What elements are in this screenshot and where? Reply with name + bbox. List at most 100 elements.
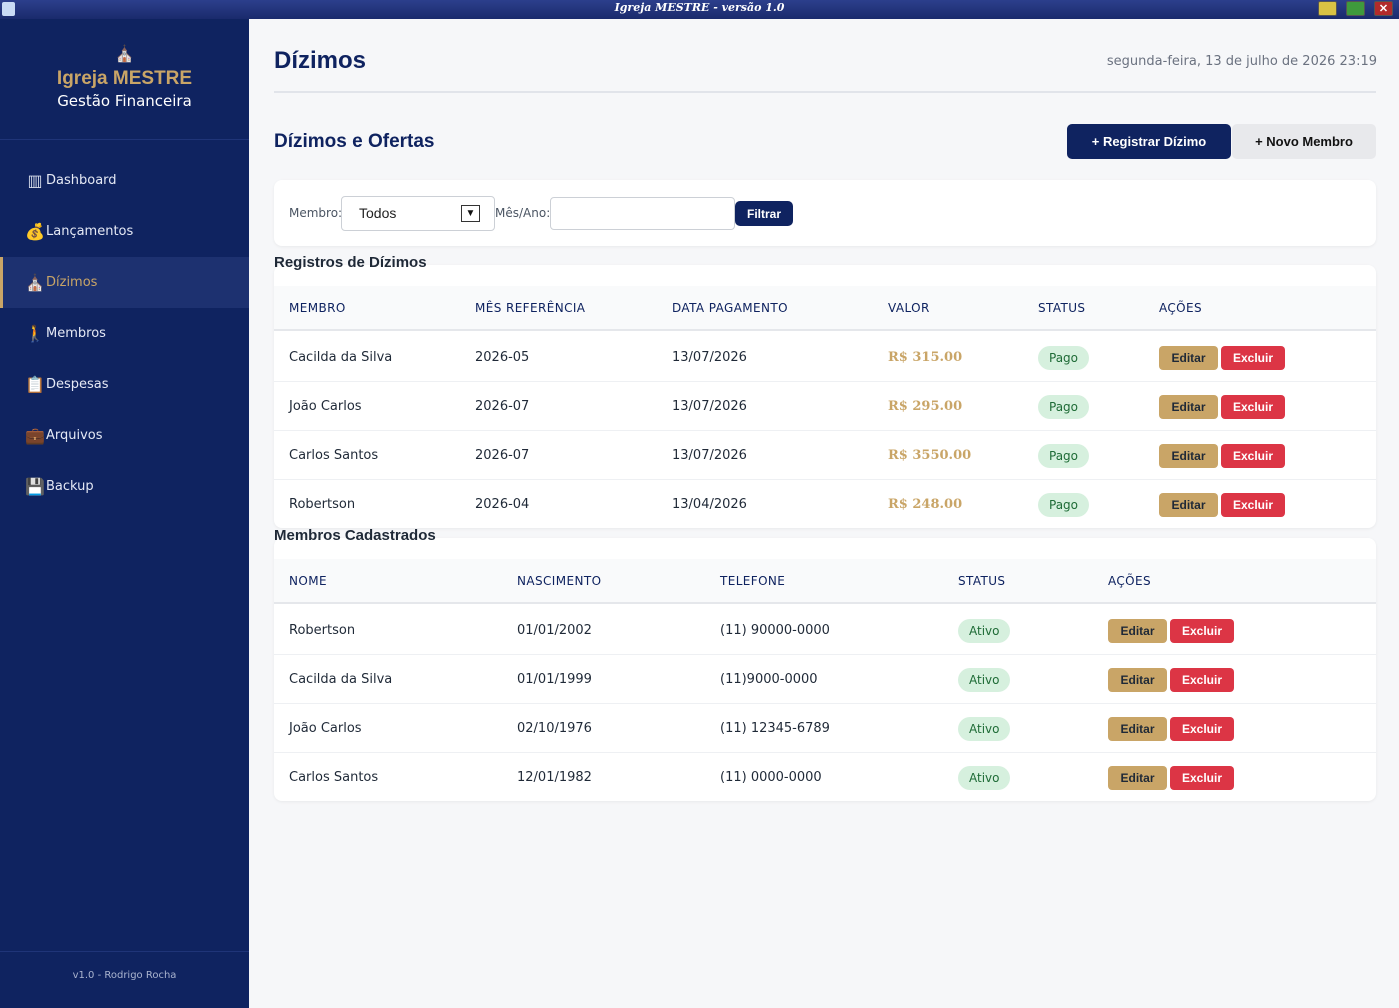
brand-subtitle: Gestão Financeira — [57, 92, 192, 110]
floppy-icon: 💾 — [25, 477, 45, 496]
header-divider — [274, 91, 1376, 93]
table-row: Carlos Santos 2026-07 13/07/2026 R$ 3550.00… — [274, 431, 1376, 480]
maximize-button[interactable] — [1346, 1, 1365, 16]
table-row: Robertson 2026-04 13/04/2026 R$ 248.00 Pago E… — [274, 480, 1376, 529]
delete-button[interactable]: Excluir — [1170, 766, 1234, 790]
phone: (11)9000-0000 — [720, 672, 818, 687]
column-header: AÇÕES — [1159, 301, 1203, 315]
edit-button[interactable]: Editar — [1108, 766, 1167, 790]
sidebar-footer: v1.0 - Rodrigo Rocha — [0, 951, 249, 1008]
member-select-value: Todos — [359, 205, 397, 221]
member-select[interactable]: Todos ▼ — [341, 196, 495, 231]
chart-icon: ▥ — [27, 171, 43, 190]
payment-date: 13/04/2026 — [672, 497, 747, 512]
sidebar-nav: ▥ Dashboard 💰 Lançamentos ⛪ Dízimos 🚶 Membros 📋 D… — [0, 155, 249, 512]
sidebar-item-lancamentos[interactable]: 💰 Lançamentos — [0, 206, 249, 257]
amount: R$ 315.00 — [888, 350, 963, 365]
sidebar-item-label: Arquivos — [46, 428, 103, 443]
tithes-table-title: Registros de Dízimos — [274, 254, 427, 271]
sidebar-item-dashboard[interactable]: ▥ Dashboard — [0, 155, 249, 206]
column-header: STATUS — [958, 574, 1006, 588]
sidebar-item-label: Lançamentos — [46, 224, 134, 239]
status-badge: Pago — [1038, 395, 1090, 419]
table-row: Cacilda da Silva 2026-05 13/07/2026 R$ 315.… — [274, 333, 1376, 382]
sidebar-item-despesas[interactable]: 📋 Despesas — [0, 359, 249, 410]
payment-date: 13/07/2026 — [672, 399, 747, 414]
filter-button[interactable]: Filtrar — [735, 201, 793, 226]
amount: R$ 295.00 — [888, 399, 963, 414]
birth-date: 12/01/1982 — [517, 770, 592, 785]
delete-button[interactable]: Excluir — [1221, 493, 1285, 517]
column-header: NASCIMENTO — [517, 574, 602, 588]
birth-date: 01/01/2002 — [517, 623, 592, 638]
datetime: segunda-feira, 13 de julho de 2026 23:19 — [1106, 54, 1377, 69]
status-badge: Ativo — [958, 717, 1011, 741]
close-button[interactable]: ✕ — [1374, 1, 1393, 16]
reference-month: 2026-05 — [475, 350, 530, 365]
member-name: Carlos Santos — [289, 770, 379, 785]
minimize-button[interactable] — [1318, 1, 1337, 16]
member-name: Carlos Santos — [289, 448, 379, 463]
sidebar-item-membros[interactable]: 🚶 Membros — [0, 308, 249, 359]
sidebar: ⛪ Igreja MESTRE Gestão Financeira ▥ Dashb… — [0, 19, 249, 1008]
delete-button[interactable]: Excluir — [1170, 668, 1234, 692]
sidebar-item-label: Backup — [46, 479, 94, 494]
column-header: VALOR — [888, 301, 930, 315]
edit-button[interactable]: Editar — [1108, 668, 1167, 692]
delete-button[interactable]: Excluir — [1221, 444, 1285, 468]
birth-date: 02/10/1976 — [517, 721, 592, 736]
reference-month: 2026-07 — [475, 399, 530, 414]
chevron-down-icon: ▼ — [461, 205, 480, 222]
edit-button[interactable]: Editar — [1159, 444, 1218, 468]
page-title: Dízimos — [274, 47, 367, 74]
main-content: Dízimos segunda-feira, 13 de julho de 20… — [249, 19, 1399, 1008]
member-name: Robertson — [289, 623, 356, 638]
register-tithe-button[interactable]: + Registrar Dízimo — [1067, 124, 1231, 159]
members-table-header: NOME NASCIMENTO TELEFONE STATUS AÇÕES — [274, 559, 1376, 604]
delete-button[interactable]: Excluir — [1170, 717, 1234, 741]
column-header: NOME — [289, 574, 327, 588]
money-bag-icon: 💰 — [25, 222, 45, 241]
edit-button[interactable]: Editar — [1108, 619, 1167, 643]
table-row: João Carlos 2026-07 13/07/2026 R$ 295.00 Pag… — [274, 382, 1376, 431]
member-name: João Carlos — [289, 399, 362, 414]
birth-date: 01/01/1999 — [517, 672, 592, 687]
brand: ⛪ Igreja MESTRE Gestão Financeira — [0, 19, 249, 140]
sidebar-item-label: Dashboard — [46, 173, 117, 188]
column-header: AÇÕES — [1108, 574, 1152, 588]
amount: R$ 3550.00 — [888, 448, 972, 463]
sidebar-item-dizimos[interactable]: ⛪ Dízimos — [0, 257, 249, 308]
status-badge: Ativo — [958, 619, 1011, 643]
sidebar-item-label: Dízimos — [46, 275, 98, 290]
delete-button[interactable]: Excluir — [1221, 395, 1285, 419]
edit-button[interactable]: Editar — [1108, 717, 1167, 741]
briefcase-icon: 💼 — [25, 426, 45, 445]
table-row: João Carlos 02/10/1976 (11) 12345-6789 Ativ… — [274, 704, 1376, 753]
column-header: DATA PAGAMENTO — [672, 301, 788, 315]
members-table-title: Membros Cadastrados — [274, 527, 436, 544]
column-header: MEMBRO — [289, 301, 346, 315]
edit-button[interactable]: Editar — [1159, 395, 1218, 419]
member-name: Robertson — [289, 497, 356, 512]
status-badge: Pago — [1038, 346, 1090, 370]
table-row: Robertson 01/01/2002 (11) 90000-0000 Ativo E… — [274, 606, 1376, 655]
edit-button[interactable]: Editar — [1159, 493, 1218, 517]
table-row: Cacilda da Silva 01/01/1999 (11)9000-0000 A… — [274, 655, 1376, 704]
new-member-button[interactable]: + Novo Membro — [1232, 124, 1376, 159]
person-icon: 🚶 — [25, 324, 45, 343]
sidebar-item-arquivos[interactable]: 💼 Arquivos — [0, 410, 249, 461]
window-titlebar: Igreja MESTRE - versão 1.0 ✕ — [0, 0, 1399, 19]
tithe-icon: ⛪ — [25, 273, 45, 292]
sidebar-item-backup[interactable]: 💾 Backup — [0, 461, 249, 512]
delete-button[interactable]: Excluir — [1221, 346, 1285, 370]
month-year-input[interactable] — [550, 197, 735, 230]
brand-name: Igreja MESTRE — [56, 68, 193, 89]
edit-button[interactable]: Editar — [1159, 346, 1218, 370]
window-title: Igreja MESTRE - versão 1.0 — [614, 1, 785, 14]
member-name: João Carlos — [289, 721, 362, 736]
church-icon: ⛪ — [114, 44, 135, 63]
delete-button[interactable]: Excluir — [1170, 619, 1234, 643]
reference-month: 2026-07 — [475, 448, 530, 463]
tithes-table-header: MEMBRO MÊS REFERÊNCIA DATA PAGAMENTO VAL… — [274, 286, 1376, 331]
phone: (11) 12345-6789 — [720, 721, 830, 736]
